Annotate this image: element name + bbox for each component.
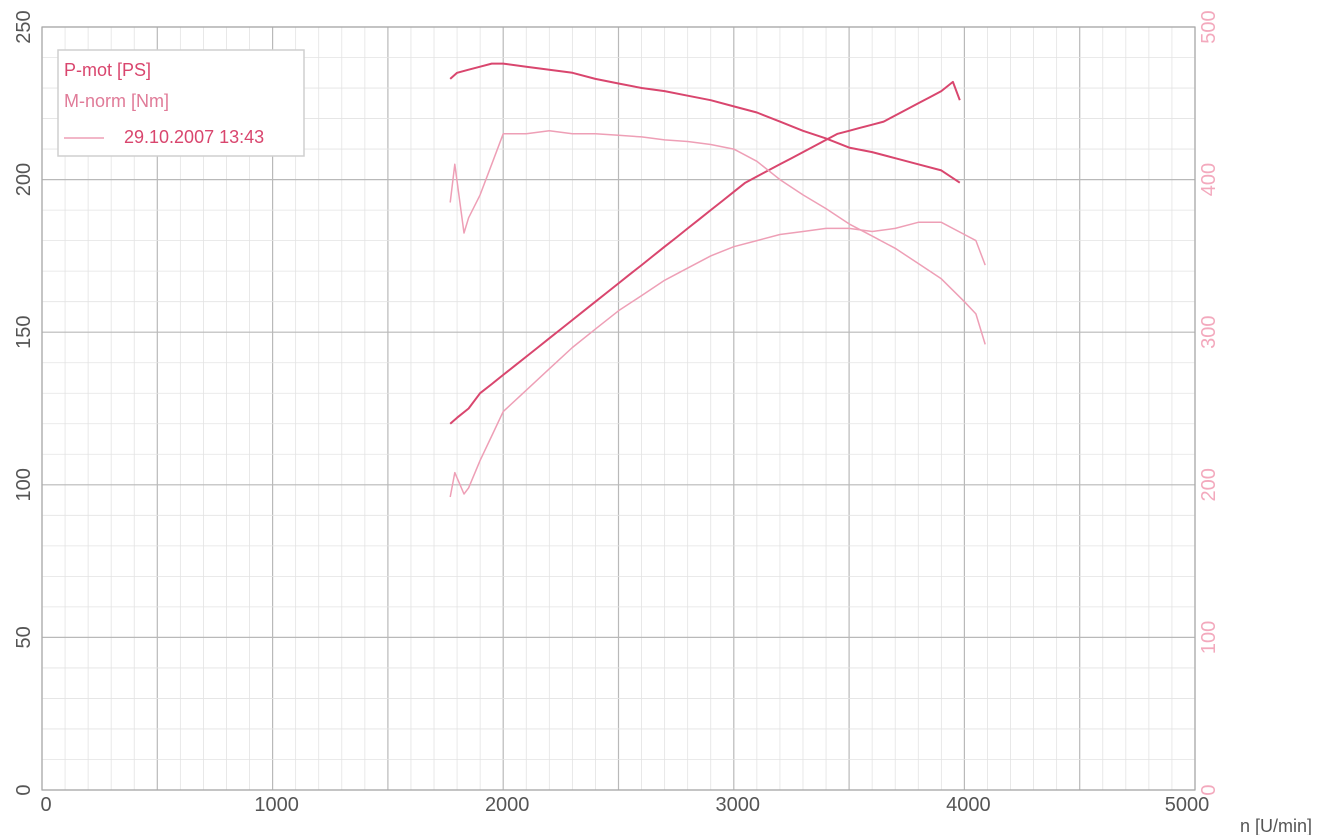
- legend: P-mot [PS] M-norm [Nm] 29.10.2007 13:43: [57, 49, 305, 157]
- series-line-2: [449, 62, 961, 184]
- series-line-3: [449, 221, 986, 498]
- plot-frame: [41, 26, 1196, 791]
- x-tick-label: 3000: [716, 794, 761, 816]
- x-tick-label: 0: [40, 794, 51, 816]
- x-tick-label: 2000: [485, 794, 530, 816]
- y-left-tick-label: 200: [13, 163, 35, 196]
- x-axis-label: n [U/min]: [1240, 816, 1312, 835]
- series-line-4: [449, 130, 986, 345]
- series-layer: [449, 62, 986, 498]
- y-right-tick-label: 300: [1198, 316, 1220, 349]
- x-tick-label: 5000: [1165, 794, 1210, 816]
- y-right-tick-label: 400: [1198, 163, 1220, 196]
- x-tick-label: 4000: [946, 794, 991, 816]
- x-tick-label: 1000: [254, 794, 299, 816]
- y-right-tick-label: 500: [1198, 10, 1220, 43]
- legend-label-power: P-mot [PS]: [64, 60, 151, 80]
- y-right-tick-label: 0: [1198, 784, 1220, 795]
- y-left-tick-label: 250: [13, 10, 35, 43]
- y-right-tick-label: 200: [1198, 468, 1220, 501]
- y-left-tick-label: 150: [13, 316, 35, 349]
- legend-label-torque: M-norm [Nm]: [64, 91, 169, 111]
- tick-labels: 0 1000 2000 3000 4000 50000501001502002500100…: [13, 10, 1220, 816]
- y-left-tick-label: 50: [13, 626, 35, 648]
- legend-label-date: 29.10.2007 13:43: [124, 127, 264, 147]
- y-left-tick-label: 0: [13, 784, 35, 795]
- series-line-1: [449, 80, 961, 425]
- y-right-tick-label: 100: [1198, 621, 1220, 654]
- y-left-tick-label: 100: [13, 468, 35, 501]
